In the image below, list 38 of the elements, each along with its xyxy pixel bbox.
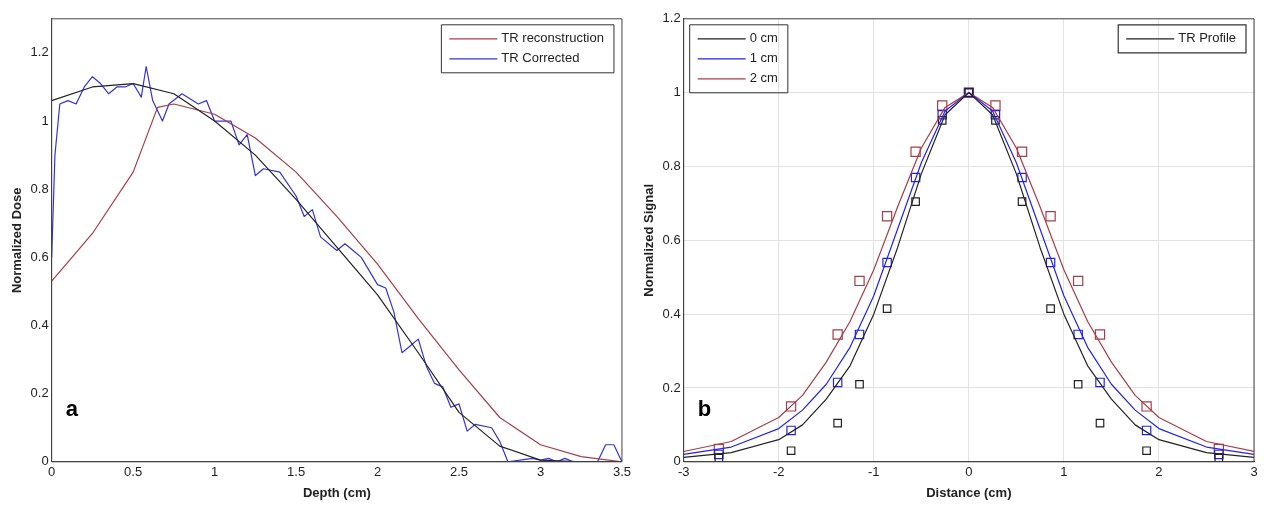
- x-tick-label: -1: [868, 464, 880, 480]
- x-tick-label: 0: [965, 464, 973, 480]
- x-tick-label: 2.5: [449, 464, 469, 480]
- x-axis-title: Distance (cm): [926, 484, 1012, 500]
- y-tick-label: 1: [41, 112, 49, 128]
- y-tick-label: 0.8: [662, 158, 681, 174]
- y-tick-label: 1.2: [30, 44, 49, 60]
- y-tick-label: 0.2: [30, 385, 49, 401]
- x-tick-label: 1: [1060, 464, 1068, 480]
- x-tick-label: 3: [1250, 464, 1258, 480]
- x-tick-label: 2: [1155, 464, 1163, 480]
- legend-label: 0 cm: [749, 30, 778, 46]
- x-tick-label: -2: [772, 464, 785, 480]
- y-tick-label: 1.2: [662, 10, 681, 26]
- y-axis-title: Normalized Dose: [9, 187, 25, 294]
- y-tick-label: 1: [673, 84, 681, 100]
- legend-label: 1 cm: [749, 50, 778, 66]
- y-tick-label: 0.6: [30, 248, 49, 264]
- annotation: b: [697, 395, 712, 421]
- annotation: a: [65, 395, 79, 421]
- x-tick-label: 3.5: [612, 464, 631, 480]
- y-tick-label: 0.6: [662, 231, 681, 247]
- y-tick-label: 0.4: [30, 317, 49, 333]
- legend-label: TR Corrected: [501, 50, 580, 66]
- y-tick-label: 0.2: [662, 379, 681, 395]
- y-tick-label: 0: [41, 453, 49, 469]
- x-tick-label: 0.5: [124, 464, 143, 480]
- y-axis-title: Normalized Signal: [641, 183, 657, 297]
- x-axis-title: Depth (cm): [302, 484, 371, 500]
- y-tick-label: 0.4: [662, 305, 681, 321]
- x-tick-label: 3: [536, 464, 545, 480]
- x-tick-label: 1: [211, 464, 219, 480]
- legend-label: TR reconstruction: [501, 30, 604, 46]
- y-tick-label: 0.8: [30, 180, 49, 196]
- legend-label: 2 cm: [749, 70, 778, 86]
- x-tick-label: 1.5: [287, 464, 306, 480]
- annotation: TR Profile: [1178, 30, 1237, 46]
- x-tick-label: 2: [373, 464, 382, 480]
